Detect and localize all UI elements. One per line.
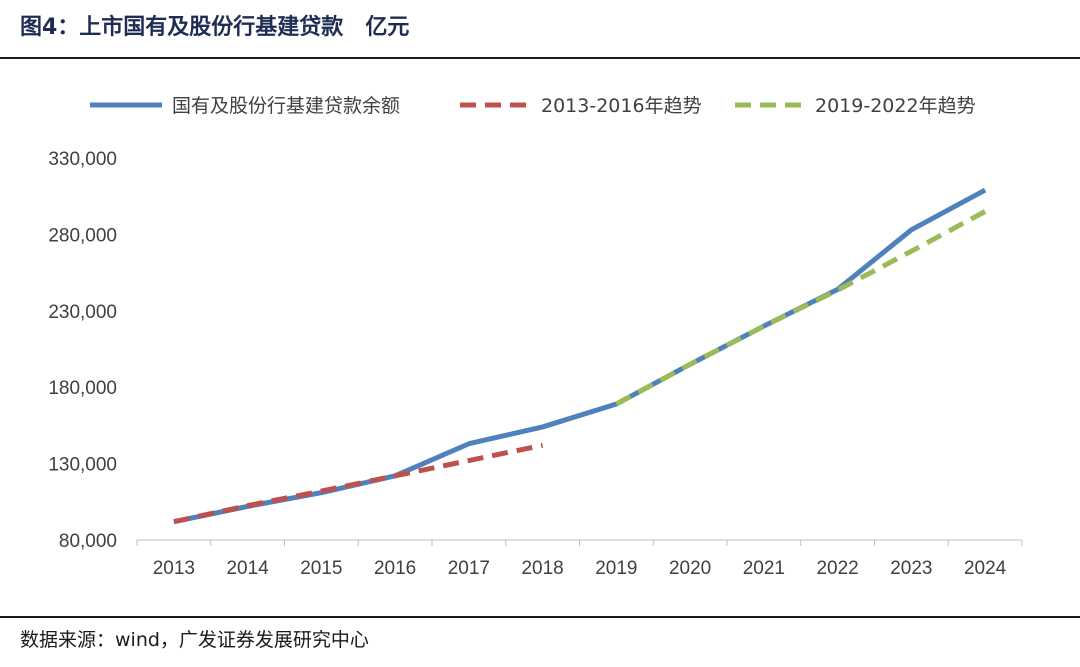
- x-tick-label: 2014: [226, 558, 269, 579]
- series-line-0: [173, 187, 987, 525]
- chart-legend: 国有及股份行基建贷款余额 2013-2016年趋势 2019-2022年趋势: [90, 95, 976, 117]
- x-tick-label: 2021: [743, 558, 785, 579]
- bottom-rule: [0, 616, 1080, 618]
- legend-label-0: 国有及股份行基建贷款余额: [172, 95, 400, 117]
- x-tick-label: 2023: [890, 558, 932, 579]
- legend-label-1: 2013-2016年趋势: [541, 95, 702, 117]
- figure-unit: 亿元: [365, 15, 410, 40]
- series-line-1: [173, 442, 544, 525]
- figure-title: 图4：上市国有及股份行基建贷款 亿元: [20, 8, 409, 48]
- x-tick-label: 2015: [300, 558, 342, 579]
- y-tick-label: 330,000: [48, 149, 117, 170]
- x-tick-label: 2017: [448, 558, 490, 579]
- y-tick-label: 280,000: [48, 225, 117, 246]
- series-line-2: [615, 209, 987, 407]
- y-tick-label: 230,000: [48, 302, 117, 323]
- x-tick-label: 2018: [521, 558, 563, 579]
- x-tick-label: 2013: [153, 558, 195, 579]
- x-tick-label: 2019: [595, 558, 637, 579]
- source-note: 数据来源：wind，广发证券发展研究中心: [20, 629, 369, 651]
- x-tick-label: 2016: [374, 558, 416, 579]
- y-axis: 80,000 130,000 180,000 230,000 280,000 330,00…: [48, 149, 117, 552]
- legend-label-2: 2019-2022年趋势: [815, 95, 976, 117]
- line-chart: 国有及股份行基建贷款余额 2013-2016年趋势 2019-2022年趋势 80,…: [48, 95, 1023, 579]
- x-tick-label: 2020: [669, 558, 711, 579]
- y-tick-label: 80,000: [59, 531, 117, 552]
- x-axis: 2013 2014 2015 2016 2017 2018 2019 2020 2021 2022…: [136, 539, 1023, 579]
- plot-area: [173, 187, 987, 525]
- top-rule: [0, 57, 1080, 59]
- y-tick-label: 180,000: [48, 378, 117, 399]
- figure-title-text: 图4：上市国有及股份行基建贷款: [20, 15, 344, 40]
- x-tick-label: 2022: [816, 558, 858, 579]
- x-tick-label: 2024: [964, 558, 1007, 579]
- y-tick-label: 130,000: [48, 455, 117, 476]
